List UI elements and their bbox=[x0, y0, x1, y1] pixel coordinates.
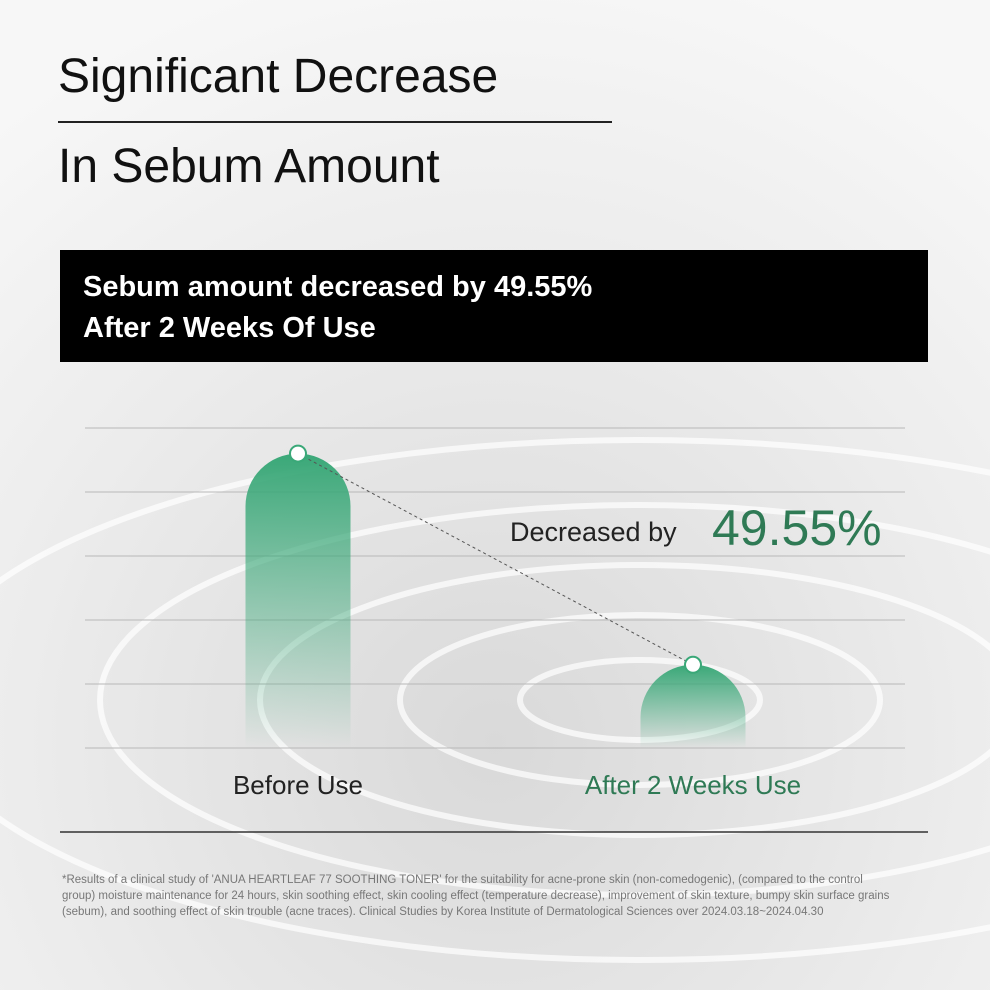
annotation-value: 49.55% bbox=[712, 500, 882, 556]
footnote: *Results of a clinical study of 'ANUA HE… bbox=[62, 874, 890, 918]
banner-text: After 2 Weeks Of Use bbox=[83, 312, 376, 344]
bar bbox=[245, 453, 351, 748]
bar bbox=[640, 664, 746, 748]
bar-top-marker bbox=[684, 655, 702, 674]
banner-text: Sebum amount decreased by 49.55% bbox=[83, 271, 593, 303]
x-tick-label: After 2 Weeks Use bbox=[585, 770, 801, 800]
banner bbox=[60, 250, 928, 362]
title-line: Significant Decrease bbox=[58, 50, 498, 103]
title-line: In Sebum Amount bbox=[58, 140, 440, 193]
connector bbox=[297, 453, 694, 666]
annotation-text: Decreased by bbox=[510, 517, 677, 547]
bar-top-marker bbox=[289, 444, 307, 463]
x-tick-label: Before Use bbox=[233, 770, 363, 800]
